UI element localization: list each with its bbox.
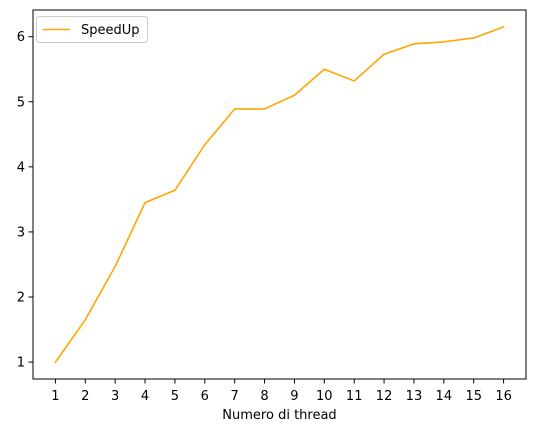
x-tick-label: 1 — [51, 389, 59, 404]
y-tick-label: 5 — [17, 95, 25, 110]
x-tick-label: 13 — [406, 389, 423, 404]
x-tick-label: 9 — [290, 389, 298, 404]
x-tick-label: 15 — [465, 389, 482, 404]
legend: SpeedUp — [36, 16, 148, 43]
series-line-speedup — [54, 25, 505, 364]
axes-frame — [32, 9, 527, 380]
x-tick-label: 12 — [376, 389, 393, 404]
y-tick-label: 6 — [17, 30, 25, 45]
x-tick-label: 6 — [201, 389, 209, 404]
x-tick-label: 8 — [260, 389, 268, 404]
y-tick-label: 3 — [17, 225, 25, 240]
y-tick-label: 1 — [17, 356, 25, 371]
x-tick-label: 16 — [495, 389, 512, 404]
x-tick-label: 4 — [141, 389, 149, 404]
x-tick-label: 7 — [231, 389, 239, 404]
x-tick-label: 5 — [171, 389, 179, 404]
plot-area — [54, 25, 505, 364]
x-tick-label: 2 — [81, 389, 89, 404]
x-tick-label: 3 — [111, 389, 119, 404]
y-tick-label: 2 — [17, 291, 25, 306]
y-tick-label: 4 — [17, 160, 25, 175]
x-tick-label: 10 — [316, 389, 333, 404]
legend-box — [36, 16, 148, 43]
legend-label-speedup: SpeedUp — [81, 23, 140, 38]
x-tick-label: 14 — [436, 389, 453, 404]
x-axis-title: Numero di thread — [222, 408, 336, 423]
x-tick-label: 11 — [346, 389, 363, 404]
